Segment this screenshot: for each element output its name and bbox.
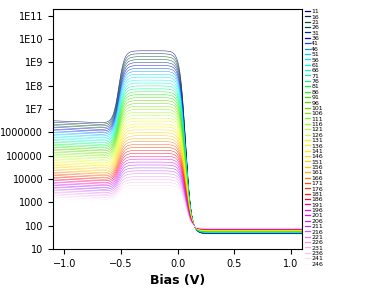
X-axis label: Bias (V): Bias (V) bbox=[150, 274, 205, 287]
Legend: 11, 16, 21, 26, 31, 36, 41, 46, 51, 56, 61, 66, 71, 76, 81, 86, 91, 96, 101, 106: 11, 16, 21, 26, 31, 36, 41, 46, 51, 56, … bbox=[305, 9, 323, 267]
